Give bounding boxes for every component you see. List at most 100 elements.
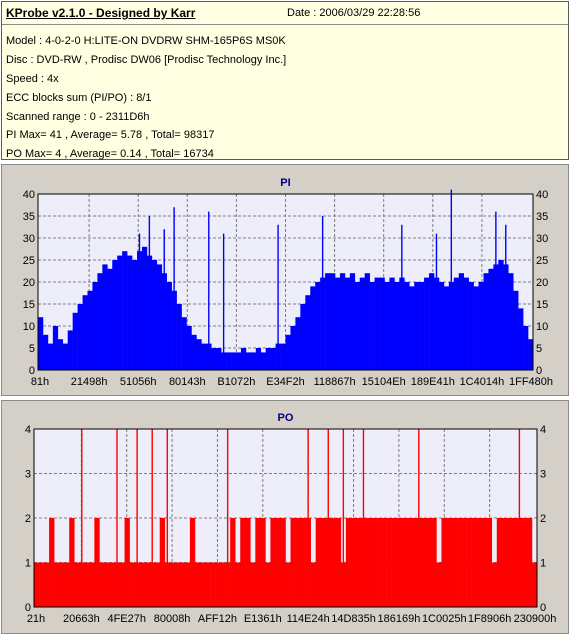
po-bar bbox=[401, 518, 407, 607]
pi-bar bbox=[176, 304, 182, 370]
pi-bar bbox=[305, 295, 311, 370]
pi-chart-title: PI bbox=[280, 177, 290, 189]
po-bar bbox=[275, 518, 281, 607]
po-bar bbox=[411, 518, 417, 607]
po-bar bbox=[54, 562, 60, 607]
pi-bar bbox=[226, 352, 232, 370]
pi-x-tick-label: 189E41h bbox=[411, 376, 455, 388]
pi-bar bbox=[72, 312, 78, 370]
pi-bar bbox=[285, 334, 291, 370]
po-y-tick-left: 3 bbox=[25, 469, 31, 481]
po-bar bbox=[446, 518, 452, 607]
scan-date: Date : 2006/03/29 22:28:56 bbox=[287, 7, 421, 19]
po-bar bbox=[335, 518, 342, 607]
po-bar bbox=[386, 518, 392, 607]
pi-bar bbox=[62, 343, 68, 370]
pi-y-tick-right: 0 bbox=[536, 365, 542, 377]
po-bar bbox=[39, 562, 45, 607]
pi-bar bbox=[67, 330, 73, 370]
po-bar bbox=[270, 518, 276, 607]
pi-chart: PI 0 0 5 5 10 10 15 15 20 20 25 25 30 30 35 35 40 40 81h 214… bbox=[23, 177, 553, 388]
pi-bar bbox=[409, 286, 415, 370]
po-x-tick-label: 20663h bbox=[63, 613, 100, 625]
pi-bar bbox=[201, 343, 207, 370]
pi-bar bbox=[483, 273, 489, 370]
pi-x-tick-label: 51056h bbox=[120, 376, 157, 388]
po-bar bbox=[290, 518, 296, 607]
pi-bar bbox=[186, 326, 192, 370]
po-bar bbox=[511, 518, 518, 607]
po-x-tick-label: 186169h bbox=[377, 613, 420, 625]
pi-bar bbox=[498, 260, 504, 370]
po-x-tick-label: AFF12h bbox=[198, 613, 237, 625]
po-bar bbox=[320, 518, 327, 607]
po-bar bbox=[330, 518, 337, 607]
po-bar bbox=[300, 518, 306, 607]
po-y-tick-left: 0 bbox=[25, 602, 31, 614]
pi-bar bbox=[325, 273, 331, 370]
pi-bar bbox=[236, 352, 242, 370]
po-bar bbox=[315, 518, 322, 607]
pi-bar bbox=[473, 286, 479, 370]
pi-bar bbox=[122, 251, 128, 370]
pi-bar bbox=[468, 282, 474, 370]
po-y-tick-right: 0 bbox=[540, 602, 546, 614]
po-bar bbox=[476, 518, 482, 607]
po-bar bbox=[220, 562, 226, 607]
pi-plot-border bbox=[37, 193, 534, 371]
pi-x-tick-label: 15104Eh bbox=[362, 376, 406, 388]
po-bar bbox=[531, 562, 538, 607]
po-bar bbox=[471, 518, 477, 607]
pi-bar bbox=[141, 246, 148, 370]
pi-bar bbox=[82, 295, 88, 370]
info-panel: KProbe v2.1.0 - Designed by Karr Date : … bbox=[1, 1, 569, 160]
pi-y-tick-left: 10 bbox=[23, 321, 35, 333]
pi-bar bbox=[245, 352, 252, 370]
po-bar bbox=[215, 562, 221, 607]
pi-bar bbox=[528, 339, 534, 370]
info-speed: Speed : 4x bbox=[6, 73, 59, 85]
pi-bar bbox=[414, 282, 420, 370]
pi-bar bbox=[310, 286, 316, 370]
po-bar bbox=[250, 562, 256, 607]
po-y-tick-right: 3 bbox=[540, 469, 546, 481]
pi-bar bbox=[344, 277, 351, 370]
po-bar bbox=[109, 562, 115, 607]
pi-bar bbox=[102, 264, 108, 370]
po-bar bbox=[179, 562, 186, 607]
pi-bar bbox=[270, 348, 276, 370]
pi-bar bbox=[47, 343, 54, 370]
po-y-tick-right: 4 bbox=[540, 424, 546, 436]
pi-y-tick-left: 20 bbox=[23, 277, 35, 289]
po-bar bbox=[139, 562, 145, 607]
po-bar bbox=[441, 518, 447, 607]
pi-bar bbox=[211, 348, 217, 370]
po-bar bbox=[371, 518, 377, 607]
po-bar bbox=[526, 518, 533, 607]
po-bar bbox=[350, 518, 357, 607]
info-po-stats: PO Max= 4 , Average= 0.14 , Total= 16734 bbox=[6, 148, 214, 160]
pi-x-tick-label: 118867h bbox=[314, 376, 356, 388]
pi-bar bbox=[117, 255, 123, 370]
po-bar bbox=[406, 518, 412, 607]
po-bar bbox=[436, 562, 442, 607]
po-bar bbox=[521, 518, 528, 607]
pi-bar bbox=[112, 260, 118, 370]
pi-bar bbox=[315, 282, 321, 370]
po-bar bbox=[365, 518, 372, 607]
po-bar bbox=[260, 518, 266, 607]
po-bar bbox=[265, 562, 271, 607]
po-bar bbox=[310, 562, 316, 607]
po-bar bbox=[295, 518, 301, 607]
po-x-tick-label: 1C0025h bbox=[422, 613, 467, 625]
po-bar bbox=[144, 562, 150, 607]
pi-bar bbox=[166, 282, 172, 370]
pi-bar bbox=[518, 308, 524, 370]
pi-bar bbox=[349, 273, 356, 370]
pi-bar bbox=[156, 264, 163, 370]
pi-bar bbox=[181, 317, 187, 370]
pi-bar bbox=[42, 334, 49, 370]
pi-bar bbox=[151, 260, 158, 370]
pi-bar bbox=[260, 352, 266, 370]
pi-bar bbox=[52, 326, 59, 370]
